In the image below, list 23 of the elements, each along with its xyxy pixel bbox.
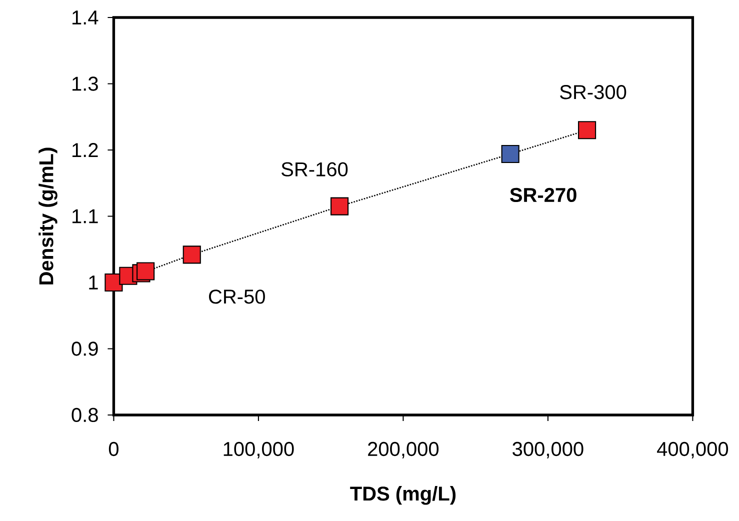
- point: [136, 262, 155, 280]
- x-tick-label: 100,000: [224, 442, 294, 458]
- y-tick-label: 1.1: [72, 209, 98, 224]
- annotation: SR-300: [560, 85, 626, 100]
- y-tick-label: 1: [89, 276, 98, 290]
- x-axis-title: TDS (mg/L): [350, 486, 456, 505]
- x-tick-label: 300,000: [512, 442, 584, 458]
- point: [182, 246, 201, 264]
- x-tick-label: 400,000: [657, 442, 728, 458]
- x-tick-label: 200,000: [368, 442, 439, 458]
- y-tick-label: 1.3: [72, 76, 98, 91]
- y-tick-label: 1.4: [72, 10, 98, 24]
- y-tick-label: 1.2: [72, 143, 98, 157]
- point: [578, 121, 596, 140]
- y-axis-title: Density (g/mL): [38, 148, 58, 284]
- annotation: SR-270: [510, 188, 576, 202]
- y-tick-label: 0.9: [72, 342, 98, 356]
- point: [501, 144, 520, 164]
- x-tick-label: 0: [108, 442, 118, 456]
- point: [330, 197, 349, 216]
- annotation: CR-50: [209, 290, 265, 304]
- annotation: SR-160: [282, 162, 348, 176]
- y-tick-label: 0.8: [72, 408, 98, 422]
